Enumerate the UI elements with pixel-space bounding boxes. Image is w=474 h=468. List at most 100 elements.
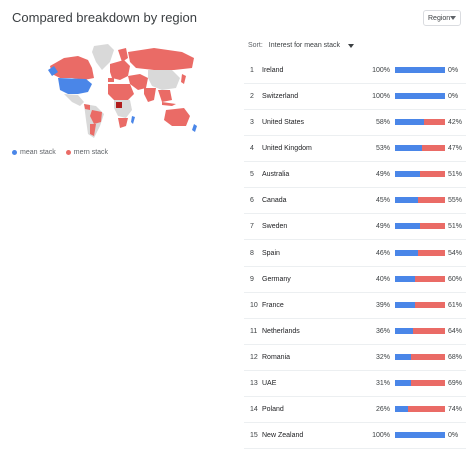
row-mean-fill <box>395 93 445 99</box>
map-region-south-africa[interactable] <box>118 118 128 128</box>
table-row[interactable]: 10 France 39% 61% <box>244 293 466 319</box>
table-row[interactable]: 5 Australia 49% 51% <box>244 162 466 188</box>
row-mean-fill <box>395 250 418 256</box>
row-rank: 8 <box>250 250 254 257</box>
row-comparison-bar <box>395 250 445 256</box>
row-comparison-bar <box>395 145 445 151</box>
chevron-down-icon <box>450 16 456 20</box>
map-region-indonesia[interactable] <box>162 102 176 106</box>
row-country: Canada <box>262 197 287 204</box>
map-region-madagascar[interactable] <box>131 116 135 124</box>
map-region-china[interactable] <box>148 70 180 90</box>
row-mean-percent: 39% <box>375 302 390 309</box>
row-rank: 2 <box>250 93 254 100</box>
page-title: Compared breakdown by region <box>12 10 197 25</box>
row-mean-percent: 46% <box>375 250 390 257</box>
table-row[interactable]: 2 Switzerland 100% 0% <box>244 84 466 110</box>
table-row[interactable]: 1 Ireland 100% 0% <box>244 58 466 84</box>
map-region-alaska[interactable] <box>48 66 58 76</box>
row-mean-fill <box>395 223 420 229</box>
row-mean-fill <box>395 380 411 386</box>
row-comparison-bar <box>395 67 445 73</box>
row-country: United States <box>262 119 305 126</box>
row-mean-fill <box>395 328 413 334</box>
map-region-scandinavia[interactable] <box>118 48 128 62</box>
table-row[interactable]: 13 UAE 31% 69% <box>244 371 466 397</box>
map-region-dark-africa[interactable] <box>116 102 122 108</box>
row-country: United Kingdom <box>262 145 312 152</box>
map-region-new-zealand[interactable] <box>192 124 197 132</box>
table-row[interactable]: 4 United Kingdom 53% 47% <box>244 136 466 162</box>
row-country: Spain <box>262 250 280 257</box>
row-country: Sweden <box>262 223 288 230</box>
row-mern-percent: 74% <box>448 406 463 413</box>
map-region-greenland[interactable] <box>92 44 114 70</box>
row-mern-percent: 0% <box>448 432 459 439</box>
row-mern-percent: 54% <box>448 250 463 257</box>
row-country: Ireland <box>262 67 284 74</box>
row-mean-percent: 26% <box>375 406 390 413</box>
world-map[interactable] <box>44 44 200 140</box>
map-region-united-states[interactable] <box>58 78 92 94</box>
table-row[interactable]: 6 Canada 45% 55% <box>244 188 466 214</box>
map-region-middle-east[interactable] <box>128 74 148 90</box>
map-region-russia[interactable] <box>128 48 194 70</box>
map-region-india[interactable] <box>144 88 156 102</box>
row-comparison-bar <box>395 328 445 334</box>
legend-label-mern: mern stack <box>73 149 109 156</box>
region-select[interactable]: Region <box>423 10 461 26</box>
row-rank: 4 <box>250 145 254 152</box>
map-region-australia[interactable] <box>164 108 190 126</box>
row-mean-percent: 100% <box>372 432 390 439</box>
row-country: UAE <box>262 380 277 387</box>
row-country: New Zealand <box>262 432 304 439</box>
row-rank: 3 <box>250 119 254 126</box>
row-mean-fill <box>395 406 408 412</box>
row-comparison-bar <box>395 432 445 438</box>
table-row[interactable]: 3 United States 58% 42% <box>244 110 466 136</box>
row-rank: 7 <box>250 223 254 230</box>
row-comparison-bar <box>395 197 445 203</box>
row-mean-fill <box>395 354 411 360</box>
row-country: Switzerland <box>262 93 299 100</box>
map-region-southeast-asia[interactable] <box>158 90 172 102</box>
map-region-europe[interactable] <box>110 60 130 80</box>
row-mean-percent: 58% <box>375 119 390 126</box>
row-rank: 14 <box>250 406 258 413</box>
row-rank: 9 <box>250 276 254 283</box>
map-region-argentina[interactable] <box>90 124 96 136</box>
map-region-canada[interactable] <box>50 56 94 80</box>
row-comparison-bar <box>395 406 445 412</box>
map-region-mexico[interactable] <box>64 94 84 106</box>
row-country: Germany <box>262 276 291 283</box>
table-row[interactable]: 11 Netherlands 36% 64% <box>244 319 466 345</box>
table-row[interactable]: 15 New Zealand 100% 0% <box>244 423 466 449</box>
row-comparison-bar <box>395 302 445 308</box>
row-mern-percent: 0% <box>448 93 459 100</box>
table-row[interactable]: 8 Spain 46% 54% <box>244 241 466 267</box>
row-country: Netherlands <box>262 328 300 335</box>
row-mern-percent: 60% <box>448 276 463 283</box>
row-mean-fill <box>395 171 420 177</box>
map-region-brazil[interactable] <box>90 110 102 124</box>
table-row[interactable]: 14 Poland 26% 74% <box>244 397 466 423</box>
row-mern-percent: 51% <box>448 223 463 230</box>
row-mern-percent: 0% <box>448 67 459 74</box>
row-mean-fill <box>395 432 445 438</box>
row-mean-fill <box>395 276 415 282</box>
row-mern-percent: 55% <box>448 197 463 204</box>
map-region-japan[interactable] <box>181 74 186 84</box>
table-row[interactable]: 7 Sweden 49% 51% <box>244 214 466 240</box>
row-mean-percent: 49% <box>375 171 390 178</box>
row-mean-percent: 100% <box>372 93 390 100</box>
sort-control[interactable]: Sort: Interest for mean stack <box>248 42 354 49</box>
table-row[interactable]: 9 Germany 40% 60% <box>244 267 466 293</box>
row-mean-fill <box>395 145 422 151</box>
map-region-colombia[interactable] <box>84 104 90 110</box>
row-rank: 5 <box>250 171 254 178</box>
map-region-north-africa[interactable] <box>108 84 134 100</box>
row-mean-fill <box>395 119 424 125</box>
row-rank: 15 <box>250 432 258 439</box>
table-row[interactable]: 12 Romania 32% 68% <box>244 345 466 371</box>
map-region-iberia[interactable] <box>108 78 114 82</box>
